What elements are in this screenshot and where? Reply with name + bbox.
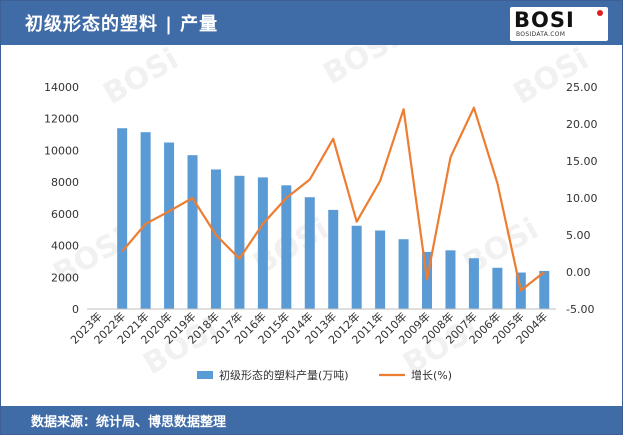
bar-5 — [210, 169, 221, 309]
bar-12 — [375, 230, 386, 309]
line-series — [121, 106, 545, 292]
bosi-logo: BOSI BOSIDATA.COM — [510, 7, 608, 41]
right-tick-label: 15.00 — [566, 155, 598, 168]
bar-3 — [164, 142, 175, 309]
left-tick-label: 12000 — [44, 113, 79, 126]
logo-subtext: BOSIDATA.COM — [516, 31, 566, 38]
left-tick-label: 10000 — [44, 144, 79, 157]
right-tick-label: 5.00 — [566, 229, 591, 242]
bar-9 — [304, 197, 315, 309]
right-tick-label: 10.00 — [566, 192, 598, 205]
bar-13 — [398, 239, 409, 309]
right-y-axis: -5.00 0.00 5.00 10.00 15.00 20.00 25.00 — [566, 81, 598, 316]
watermark-2: BOSi — [508, 45, 595, 112]
bar-8 — [281, 185, 292, 309]
left-tick-label: 2000 — [51, 271, 79, 284]
right-tick-label: 0.00 — [566, 266, 591, 279]
bar-17 — [492, 267, 503, 309]
left-tick-label: 0 — [72, 303, 79, 316]
legend-bar-swatch — [197, 371, 213, 379]
watermark-0: BOSi — [98, 45, 185, 112]
bar-2 — [140, 132, 151, 309]
left-y-axis: 0 2000 4000 6000 8000 10000 12000 14000 — [44, 81, 79, 316]
bar-7 — [257, 177, 268, 309]
footer-bar: 数据来源：统计局、博思数据整理 — [1, 406, 622, 434]
bar-1 — [117, 128, 128, 309]
bar-16 — [468, 258, 479, 309]
bar-4 — [187, 155, 198, 309]
logo-text: BOSI — [514, 8, 575, 32]
legend: 初级形态的塑料产量(万吨) 增长(%) — [197, 368, 452, 382]
left-tick-label: 6000 — [51, 208, 79, 221]
bar-15 — [445, 250, 456, 309]
right-tick-label: -5.00 — [566, 303, 594, 316]
bar-11 — [351, 225, 362, 309]
bar-19 — [539, 270, 550, 309]
bar-10 — [328, 209, 339, 309]
right-tick-label: 25.00 — [566, 81, 598, 94]
data-source: 数据来源：统计局、博思数据整理 — [31, 415, 227, 430]
left-tick-label: 8000 — [51, 176, 79, 189]
page-title: 初级形态的塑料 | 产量 — [25, 14, 219, 35]
right-tick-label: 20.00 — [566, 118, 598, 131]
legend-line-label: 增长(%) — [411, 368, 452, 382]
left-tick-label: 14000 — [44, 81, 79, 94]
bar-series — [117, 128, 550, 309]
header-bar: 初级形态的塑料 | 产量 BOSI BOSIDATA.COM — [1, 1, 622, 45]
watermark-1: BOSi — [318, 45, 405, 92]
logo-dot-icon — [597, 10, 603, 16]
combo-chart: BOSiBOSiBOSiBOSiBOSiBOSiBOSiBOSi 0200040… — [44, 45, 598, 382]
legend-bar-label: 初级形态的塑料产量(万吨) — [219, 368, 349, 382]
bar-6 — [234, 175, 245, 309]
left-tick-label: 4000 — [51, 240, 79, 253]
